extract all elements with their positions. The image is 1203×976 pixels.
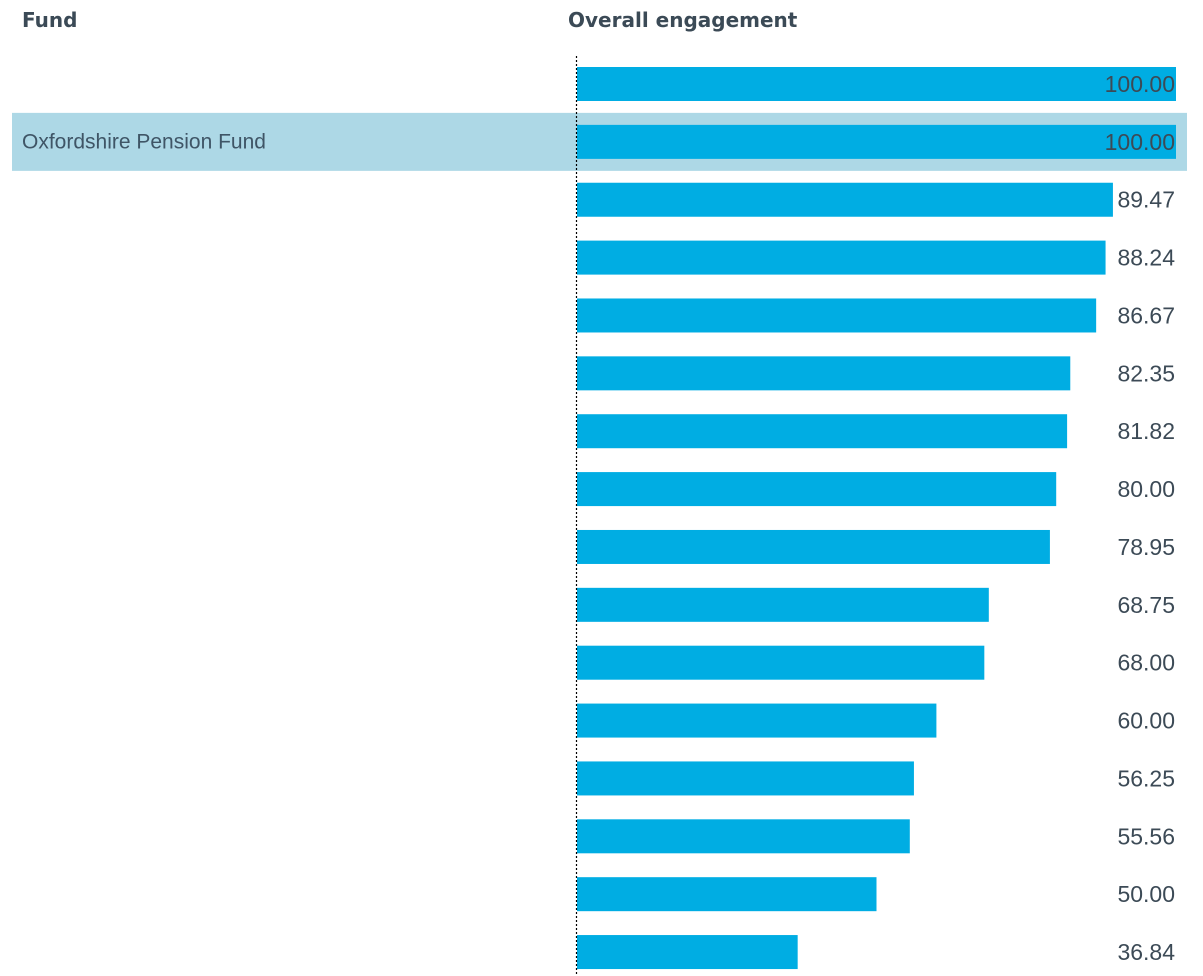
fund-column-header: Fund xyxy=(22,8,78,32)
bar[interactable] xyxy=(577,298,1097,333)
value-label: 89.47 xyxy=(1117,187,1175,213)
bar[interactable] xyxy=(577,472,1057,507)
bar[interactable] xyxy=(577,182,1113,217)
bar[interactable] xyxy=(577,529,1050,564)
bar[interactable] xyxy=(577,414,1068,449)
value-label: 68.75 xyxy=(1117,592,1175,618)
value-label: 81.82 xyxy=(1117,418,1175,444)
bar[interactable] xyxy=(577,703,937,738)
bars xyxy=(577,67,1176,970)
bar[interactable] xyxy=(577,356,1071,391)
bar[interactable] xyxy=(577,124,1176,159)
bar[interactable] xyxy=(577,240,1106,275)
bar[interactable] xyxy=(577,877,877,912)
bar[interactable] xyxy=(577,819,910,854)
value-label: 68.00 xyxy=(1117,650,1175,676)
value-label: 86.67 xyxy=(1117,302,1175,328)
value-label: 60.00 xyxy=(1117,708,1175,734)
category-labels: Oxfordshire Pension Fund xyxy=(22,130,266,153)
overall-engagement-column-header: Overall engagement xyxy=(568,8,798,32)
value-label: 88.24 xyxy=(1117,245,1175,271)
value-label: 50.00 xyxy=(1117,881,1175,907)
value-label: 36.84 xyxy=(1117,939,1175,965)
value-label: 55.56 xyxy=(1117,823,1175,849)
bar[interactable] xyxy=(577,587,989,622)
category-label: Oxfordshire Pension Fund xyxy=(22,130,266,153)
value-label: 100.00 xyxy=(1105,129,1175,155)
bar[interactable] xyxy=(577,67,1176,101)
value-label: 82.35 xyxy=(1117,360,1175,386)
bar[interactable] xyxy=(577,935,798,970)
bar[interactable] xyxy=(577,761,914,796)
value-label: 56.25 xyxy=(1117,765,1175,791)
value-label: 78.95 xyxy=(1117,534,1175,560)
value-label: 100.00 xyxy=(1105,71,1175,97)
value-label: 80.00 xyxy=(1117,476,1175,502)
value-labels: 100.00 100.00 89.47 88.24 86.67 82.35 81.82 80.… xyxy=(1105,71,1176,965)
bar[interactable] xyxy=(577,645,985,680)
